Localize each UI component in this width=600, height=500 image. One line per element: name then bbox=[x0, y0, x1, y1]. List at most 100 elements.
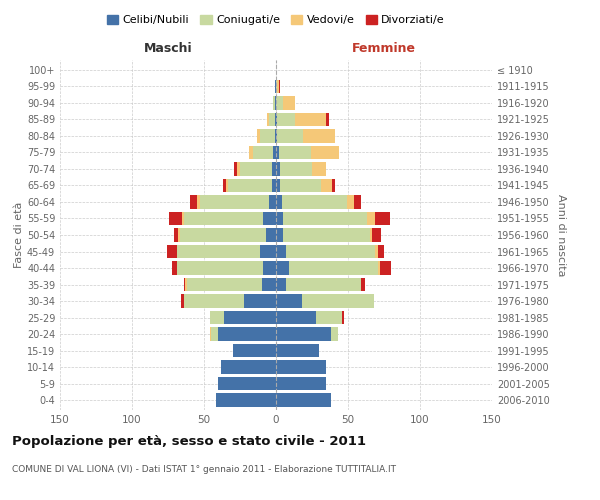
Bar bbox=[276, 228, 283, 241]
Bar bbox=[226, 179, 229, 192]
Text: COMUNE DI VAL LIONA (VI) - Dati ISTAT 1° gennaio 2011 - Elaborazione TUTTITALIA.: COMUNE DI VAL LIONA (VI) - Dati ISTAT 1°… bbox=[12, 465, 396, 474]
Bar bbox=[275, 113, 276, 126]
Bar bbox=[276, 113, 277, 126]
Bar bbox=[185, 278, 187, 291]
Bar bbox=[263, 212, 276, 225]
Bar bbox=[229, 179, 272, 192]
Bar bbox=[316, 311, 342, 324]
Bar bbox=[211, 328, 218, 340]
Bar bbox=[277, 113, 295, 126]
Bar bbox=[376, 245, 378, 258]
Bar bbox=[184, 294, 244, 308]
Bar bbox=[240, 162, 272, 175]
Bar bbox=[248, 146, 253, 159]
Legend: Celibi/Nubili, Coniugati/e, Vedovi/e, Divorziati/e: Celibi/Nubili, Coniugati/e, Vedovi/e, Di… bbox=[103, 10, 449, 29]
Bar bbox=[367, 212, 376, 225]
Bar bbox=[276, 212, 283, 225]
Bar bbox=[283, 228, 370, 241]
Bar bbox=[332, 179, 335, 192]
Bar bbox=[275, 80, 276, 93]
Bar bbox=[263, 262, 276, 274]
Bar bbox=[172, 262, 176, 274]
Bar bbox=[268, 113, 269, 126]
Bar bbox=[289, 262, 378, 274]
Bar bbox=[370, 228, 373, 241]
Bar bbox=[276, 360, 326, 374]
Bar bbox=[223, 179, 226, 192]
Bar bbox=[169, 212, 182, 225]
Bar bbox=[200, 196, 269, 208]
Bar bbox=[376, 212, 390, 225]
Bar bbox=[276, 294, 302, 308]
Text: Femmine: Femmine bbox=[352, 42, 416, 55]
Bar bbox=[176, 245, 260, 258]
Bar bbox=[276, 311, 316, 324]
Bar bbox=[218, 328, 276, 340]
Bar bbox=[234, 162, 237, 175]
Bar bbox=[276, 196, 282, 208]
Bar bbox=[178, 228, 179, 241]
Bar bbox=[276, 162, 280, 175]
Bar bbox=[347, 196, 354, 208]
Bar bbox=[190, 196, 197, 208]
Bar bbox=[210, 328, 211, 340]
Bar bbox=[277, 80, 279, 93]
Bar bbox=[280, 162, 312, 175]
Text: Popolazione per età, sesso e stato civile - 2011: Popolazione per età, sesso e stato civil… bbox=[12, 435, 366, 448]
Bar bbox=[275, 130, 276, 142]
Bar bbox=[311, 146, 340, 159]
Bar bbox=[326, 113, 329, 126]
Bar bbox=[184, 278, 185, 291]
Bar bbox=[210, 311, 224, 324]
Bar bbox=[215, 394, 276, 406]
Bar bbox=[272, 179, 276, 192]
Bar bbox=[282, 196, 347, 208]
Bar bbox=[295, 113, 326, 126]
Bar bbox=[276, 130, 277, 142]
Bar bbox=[184, 212, 263, 225]
Bar bbox=[276, 96, 283, 110]
Bar bbox=[269, 113, 275, 126]
Bar bbox=[276, 377, 326, 390]
Bar bbox=[378, 262, 380, 274]
Y-axis label: Anni di nascita: Anni di nascita bbox=[556, 194, 566, 276]
Bar bbox=[257, 130, 260, 142]
Bar bbox=[260, 130, 275, 142]
Bar bbox=[342, 311, 344, 324]
Bar bbox=[320, 179, 332, 192]
Bar bbox=[218, 377, 276, 390]
Bar bbox=[286, 245, 376, 258]
Bar bbox=[276, 344, 319, 357]
Bar bbox=[283, 96, 295, 110]
Bar bbox=[276, 245, 286, 258]
Bar bbox=[279, 80, 280, 93]
Bar bbox=[312, 162, 326, 175]
Bar bbox=[273, 146, 276, 159]
Bar bbox=[176, 262, 263, 274]
Bar bbox=[273, 96, 275, 110]
Y-axis label: Fasce di età: Fasce di età bbox=[14, 202, 24, 268]
Bar bbox=[276, 328, 331, 340]
Bar bbox=[224, 311, 276, 324]
Bar bbox=[354, 196, 361, 208]
Bar bbox=[279, 146, 311, 159]
Text: Maschi: Maschi bbox=[143, 42, 193, 55]
Bar bbox=[276, 146, 279, 159]
Bar bbox=[304, 130, 335, 142]
Bar bbox=[275, 96, 276, 110]
Bar bbox=[276, 179, 280, 192]
Bar bbox=[280, 179, 320, 192]
Bar bbox=[262, 278, 276, 291]
Bar bbox=[221, 360, 276, 374]
Bar bbox=[253, 146, 273, 159]
Bar bbox=[266, 228, 276, 241]
Bar bbox=[244, 294, 276, 308]
Bar bbox=[277, 130, 304, 142]
Bar bbox=[276, 80, 277, 93]
Bar bbox=[302, 294, 374, 308]
Bar bbox=[276, 262, 289, 274]
Bar bbox=[361, 278, 365, 291]
Bar bbox=[380, 262, 391, 274]
Bar bbox=[167, 245, 176, 258]
Bar bbox=[272, 162, 276, 175]
